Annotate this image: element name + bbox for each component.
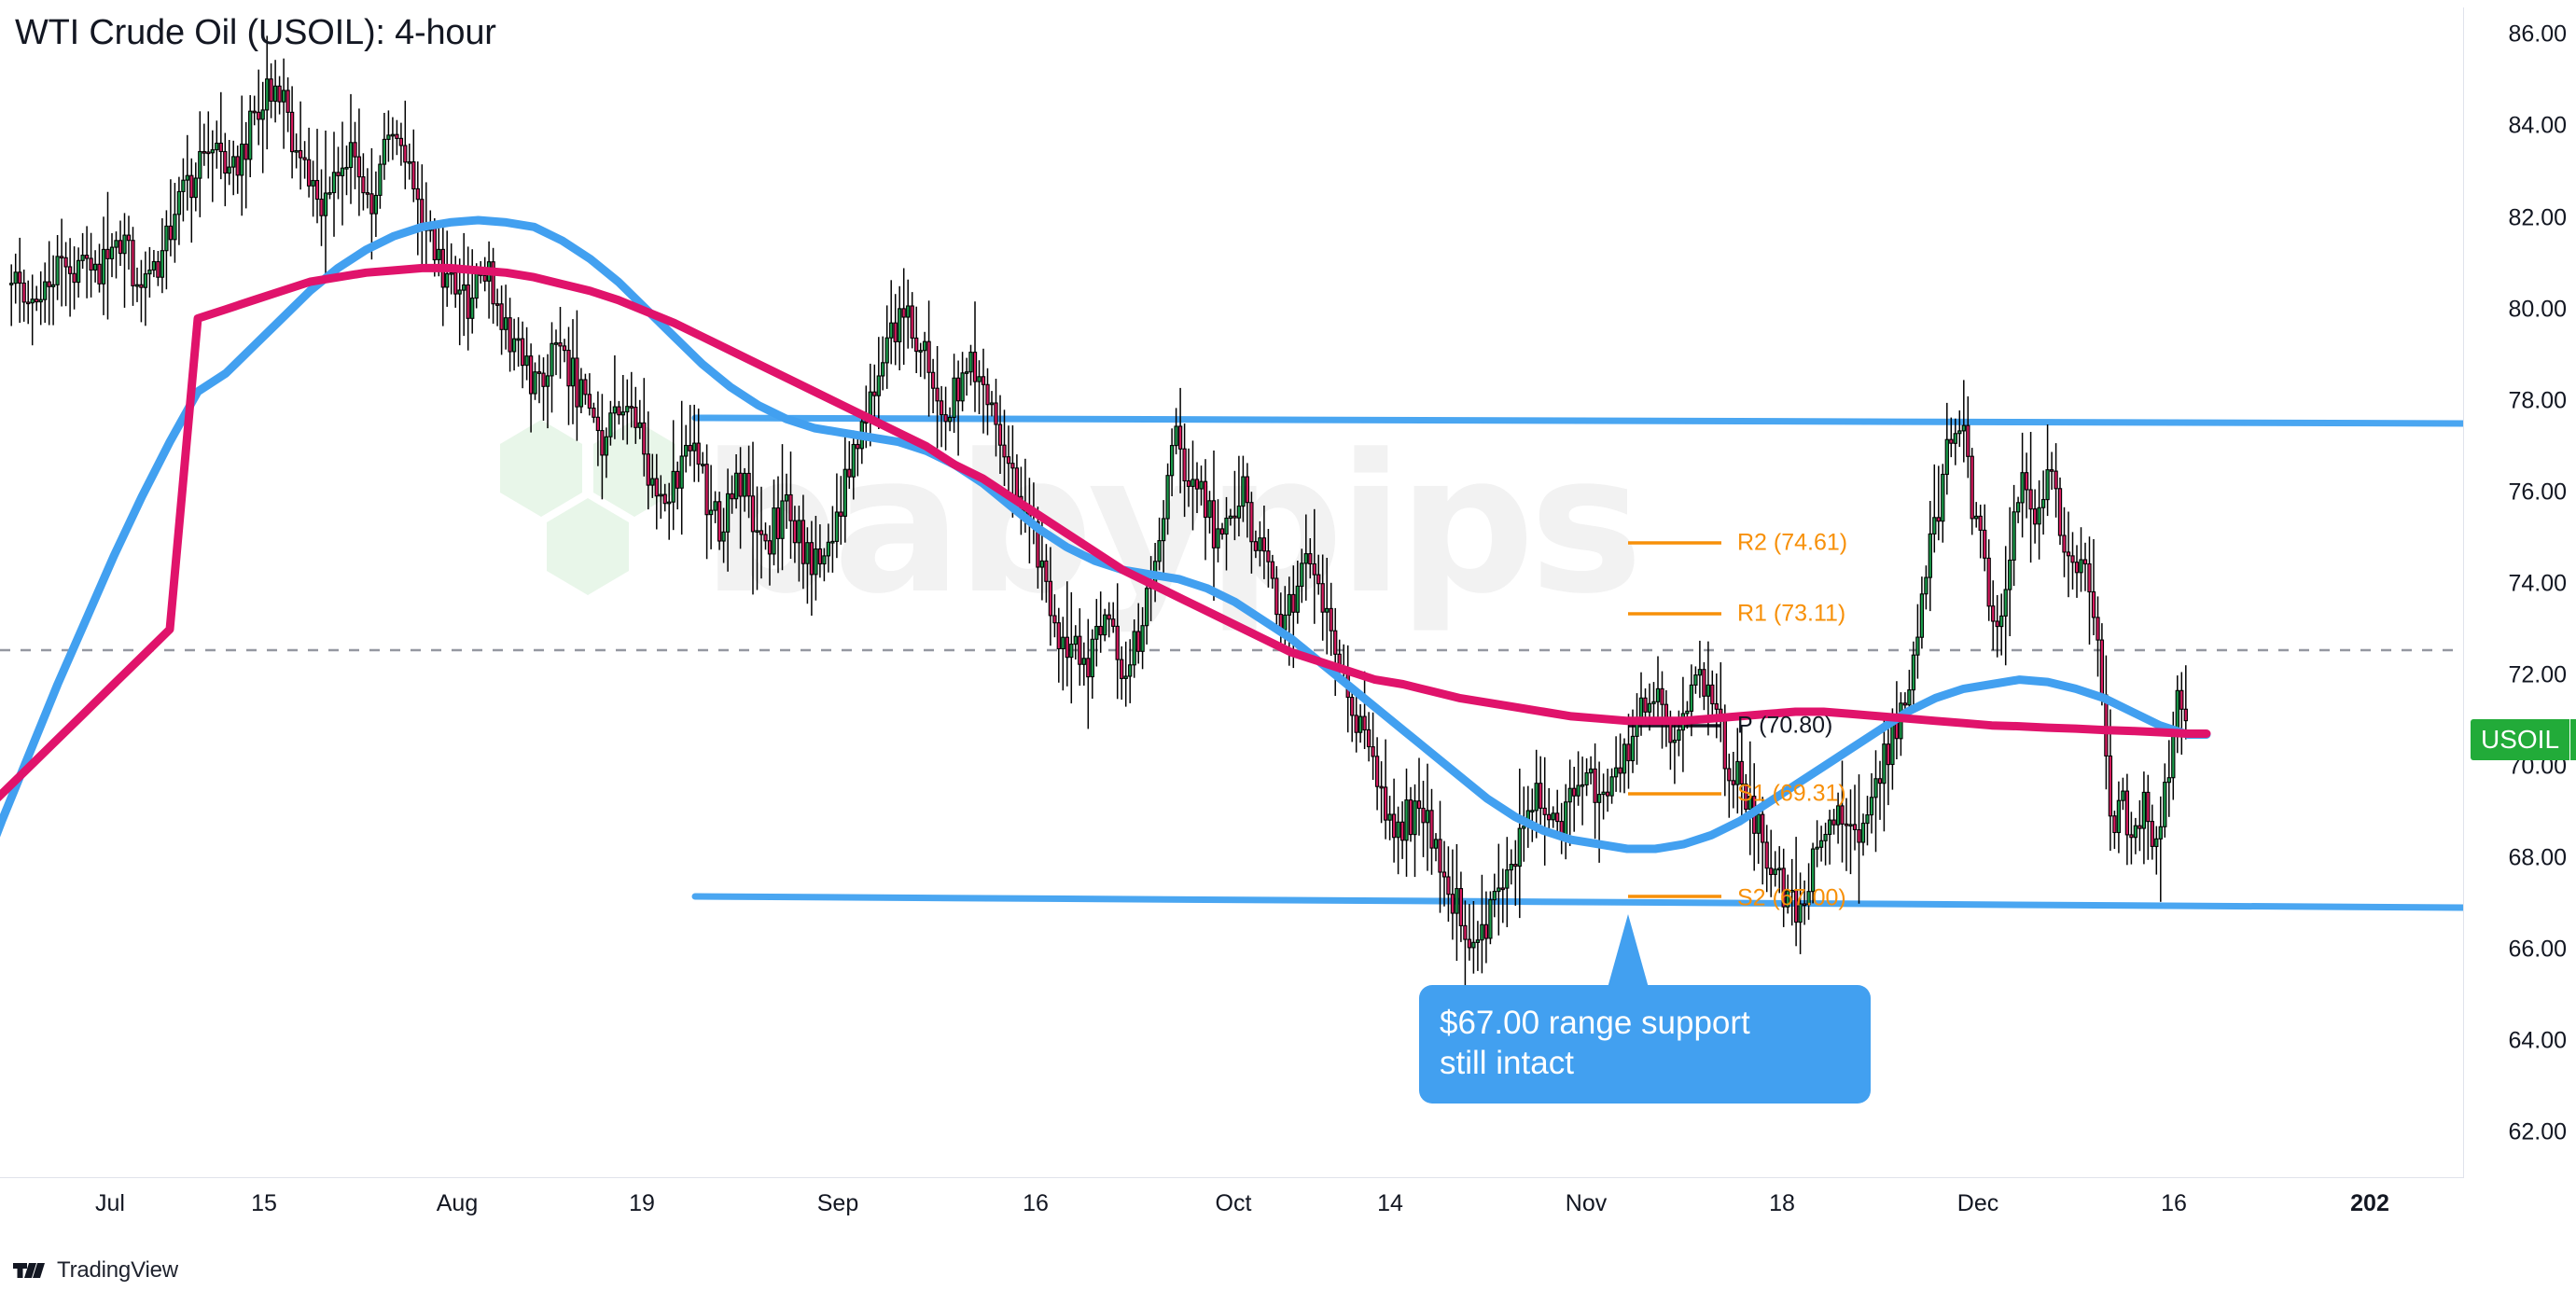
pivot-label-p: P (70.80) [1737,712,1833,739]
time-axis[interactable]: Jul 15 Aug 19 Sep 16 Oct 14 Nov 18 Dec 16 202 [0,1179,2464,1229]
page-title: WTI Crude Oil (USOIL): 4-hour [15,13,496,52]
last-price-badge[interactable]: USOIL 70.59 [2471,718,2576,760]
time-tick-jul: Jul [95,1190,125,1216]
time-tick-sep: Sep [816,1190,859,1216]
price-tick-82-00: 82.00 [2508,204,2567,230]
time-tick-15: 15 [251,1190,277,1216]
time-tick-dec: Dec [1956,1190,1999,1216]
tradingview-brand-name: TradingView [57,1257,178,1283]
callout-line-1: $67.00 range support [1440,1005,1750,1041]
tradingview-logo-icon [13,1263,45,1278]
range-support-line [691,893,2463,911]
pivot-label-s1: S1 (69.31) [1737,780,1846,807]
time-tick-16: 16 [1023,1190,1049,1216]
price-tick-62-00: 62.00 [2508,1118,2567,1145]
time-tick-202: 202 [2350,1190,2389,1216]
badge-price: 70.59 [2570,719,2576,760]
tradingview-footer[interactable]: TradingView [13,1257,178,1284]
time-tick-oct: Oct [1215,1190,1252,1216]
pivot-label-r2: R2 (74.61) [1737,529,1848,556]
moving-average-slow [0,263,2211,802]
price-tick-72-00: 72.00 [2508,661,2567,688]
price-tick-80-00: 80.00 [2508,296,2567,323]
price-tick-66-00: 66.00 [2508,936,2567,963]
pivot-label-s2: S2 (67.00) [1737,884,1846,911]
time-tick-14: 14 [1377,1190,1403,1216]
time-tick-16: 16 [2161,1190,2187,1216]
pivot-label-r1: R1 (73.11) [1737,600,1846,627]
callout-pointer [1606,914,1650,994]
candlestick-series [9,35,2188,999]
callout-line-2: still intact [1440,1044,1574,1081]
moving-average-fast [0,215,2211,854]
badge-symbol: USOIL [2471,718,2571,760]
chart-frame: babypips [0,0,2576,1229]
time-tick-aug: Aug [436,1190,479,1216]
annotation-callout[interactable]: $67.00 range support still intact [1419,985,1871,1104]
range-resistance-line [691,414,2463,427]
range-lines [0,414,2463,911]
price-tick-76-00: 76.00 [2508,479,2567,506]
price-axis[interactable]: 86.00 84.00 82.00 80.00 78.00 76.00 74.00 72.00… [2465,0,2576,1178]
price-tick-68-00: 68.00 [2508,844,2567,871]
price-chart-svg [0,35,2463,999]
price-tick-64-00: 64.00 [2508,1027,2567,1054]
time-tick-19: 19 [629,1190,655,1216]
price-tick-78-00: 78.00 [2508,387,2567,414]
time-tick-18: 18 [1769,1190,1795,1216]
time-tick-nov: Nov [1565,1190,1608,1216]
plot-area[interactable]: babypips [0,7,2464,1178]
price-tick-84-00: 84.00 [2508,112,2567,139]
price-tick-86-00: 86.00 [2508,21,2567,48]
price-tick-74-00: 74.00 [2508,570,2567,597]
